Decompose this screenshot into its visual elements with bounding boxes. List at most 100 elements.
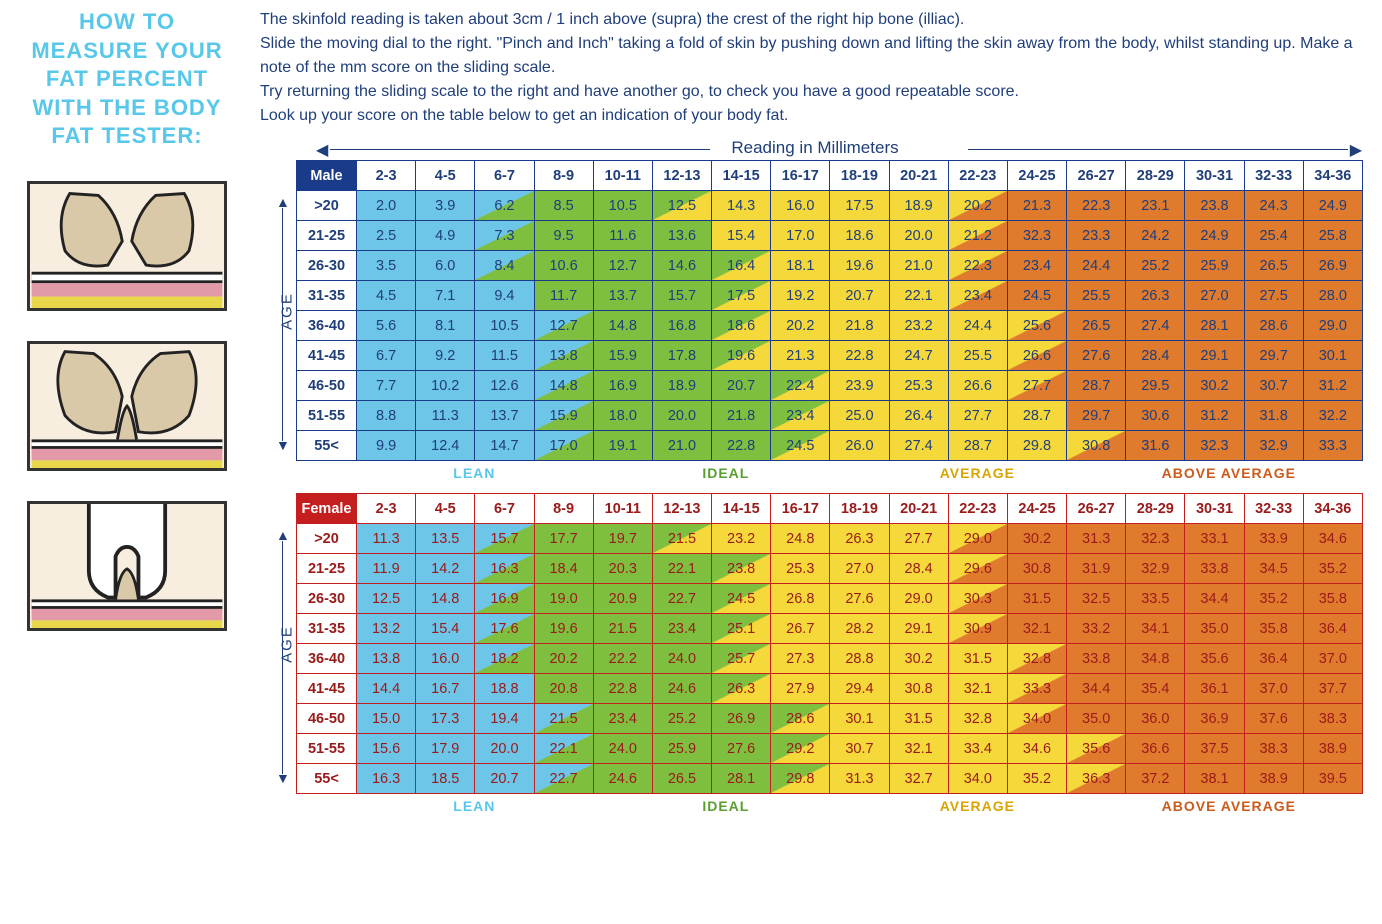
data-cell: 18.1 — [771, 251, 830, 281]
data-cell: 26.5 — [1244, 251, 1303, 281]
data-cell: 24.2 — [1126, 221, 1185, 251]
data-cell: 13.7 — [593, 281, 652, 311]
data-cell: 17.0 — [771, 221, 830, 251]
data-cell: 32.3 — [1126, 524, 1185, 554]
data-cell: 26.5 — [1067, 311, 1126, 341]
data-cell: 26.9 — [712, 704, 771, 734]
data-cell: 20.0 — [475, 734, 534, 764]
data-cell: 16.3 — [357, 764, 416, 794]
data-cell: 15.7 — [652, 281, 711, 311]
age-row-label: >20 — [297, 191, 357, 221]
data-cell: 24.5 — [1007, 281, 1066, 311]
data-cell: 24.5 — [771, 431, 830, 461]
data-cell: 24.3 — [1244, 191, 1303, 221]
data-cell: 23.2 — [712, 524, 771, 554]
intro-line: Try returning the sliding scale to the r… — [260, 80, 1370, 104]
data-cell: 19.0 — [534, 584, 593, 614]
data-cell: 16.0 — [416, 644, 475, 674]
category-label: LEAN — [356, 798, 593, 814]
data-cell: 36.3 — [1067, 764, 1126, 794]
col-header: 22-23 — [948, 494, 1007, 524]
data-cell: 11.6 — [593, 221, 652, 251]
data-cell: 24.4 — [1067, 251, 1126, 281]
data-cell: 21.5 — [652, 524, 711, 554]
data-cell: 31.6 — [1126, 431, 1185, 461]
data-cell: 12.7 — [593, 251, 652, 281]
data-cell: 28.7 — [1067, 371, 1126, 401]
col-header: 22-23 — [948, 161, 1007, 191]
data-cell: 23.4 — [593, 704, 652, 734]
age-label-female: AGE — [278, 625, 295, 663]
data-cell: 26.6 — [1007, 341, 1066, 371]
data-cell: 33.4 — [948, 734, 1007, 764]
data-cell: 31.8 — [1244, 401, 1303, 431]
data-cell: 29.7 — [1067, 401, 1126, 431]
data-cell: 18.6 — [830, 221, 889, 251]
data-cell: 13.7 — [475, 401, 534, 431]
col-header: 14-15 — [712, 161, 771, 191]
title-line: FAT PERCENT — [12, 65, 242, 94]
data-cell: 16.0 — [771, 191, 830, 221]
data-cell: 25.6 — [1007, 311, 1066, 341]
data-cell: 24.6 — [593, 764, 652, 794]
data-cell: 31.2 — [1185, 401, 1244, 431]
illustration-1 — [27, 181, 227, 311]
arrow-left-icon: ◀ — [316, 140, 328, 160]
col-header: 6-7 — [475, 161, 534, 191]
data-cell: 7.3 — [475, 221, 534, 251]
age-row-label: 51-55 — [297, 401, 357, 431]
data-cell: 30.1 — [1303, 341, 1362, 371]
age-row-label: 46-50 — [297, 704, 357, 734]
data-cell: 21.8 — [712, 401, 771, 431]
data-cell: 19.4 — [475, 704, 534, 734]
data-cell: 24.0 — [593, 734, 652, 764]
data-cell: 28.8 — [830, 644, 889, 674]
data-cell: 20.7 — [712, 371, 771, 401]
data-cell: 24.7 — [889, 341, 948, 371]
mm-header: ◀ Reading in Millimeters ▶ — [260, 138, 1370, 158]
data-cell: 25.5 — [1067, 281, 1126, 311]
data-cell: 21.8 — [830, 311, 889, 341]
data-cell: 38.1 — [1185, 764, 1244, 794]
data-cell: 11.3 — [416, 401, 475, 431]
age-row-label: 26-30 — [297, 251, 357, 281]
col-header: 16-17 — [771, 161, 830, 191]
data-cell: 28.2 — [830, 614, 889, 644]
data-cell: 26.5 — [652, 764, 711, 794]
data-cell: 12.5 — [652, 191, 711, 221]
data-cell: 12.4 — [416, 431, 475, 461]
data-cell: 23.4 — [948, 281, 1007, 311]
data-cell: 18.9 — [652, 371, 711, 401]
data-cell: 30.3 — [948, 584, 1007, 614]
age-row-label: 55< — [297, 764, 357, 794]
data-cell: 19.1 — [593, 431, 652, 461]
data-cell: 37.6 — [1244, 704, 1303, 734]
data-cell: 32.8 — [948, 704, 1007, 734]
data-cell: 10.2 — [416, 371, 475, 401]
category-row-male: LEANIDEALAVERAGEABOVE AVERAGE — [296, 465, 1362, 481]
data-cell: 24.6 — [652, 674, 711, 704]
data-cell: 8.8 — [357, 401, 416, 431]
data-cell: 15.4 — [712, 221, 771, 251]
data-cell: 24.5 — [712, 584, 771, 614]
category-label: ABOVE AVERAGE — [1096, 465, 1362, 481]
data-cell: 14.7 — [475, 431, 534, 461]
data-cell: 20.7 — [475, 764, 534, 794]
data-cell: 21.0 — [652, 431, 711, 461]
category-label: AVERAGE — [859, 798, 1096, 814]
data-cell: 35.2 — [1303, 554, 1362, 584]
data-cell: 29.8 — [1007, 431, 1066, 461]
data-cell: 20.3 — [593, 554, 652, 584]
data-cell: 30.9 — [948, 614, 1007, 644]
data-cell: 20.2 — [534, 644, 593, 674]
data-cell: 6.0 — [416, 251, 475, 281]
data-cell: 29.1 — [1185, 341, 1244, 371]
col-header: 8-9 — [534, 494, 593, 524]
data-cell: 36.4 — [1303, 614, 1362, 644]
col-header: 32-33 — [1244, 494, 1303, 524]
data-cell: 35.0 — [1185, 614, 1244, 644]
age-row-label: 31-35 — [297, 614, 357, 644]
data-cell: 21.3 — [1007, 191, 1066, 221]
data-cell: 30.8 — [1007, 554, 1066, 584]
data-cell: 32.3 — [1007, 221, 1066, 251]
